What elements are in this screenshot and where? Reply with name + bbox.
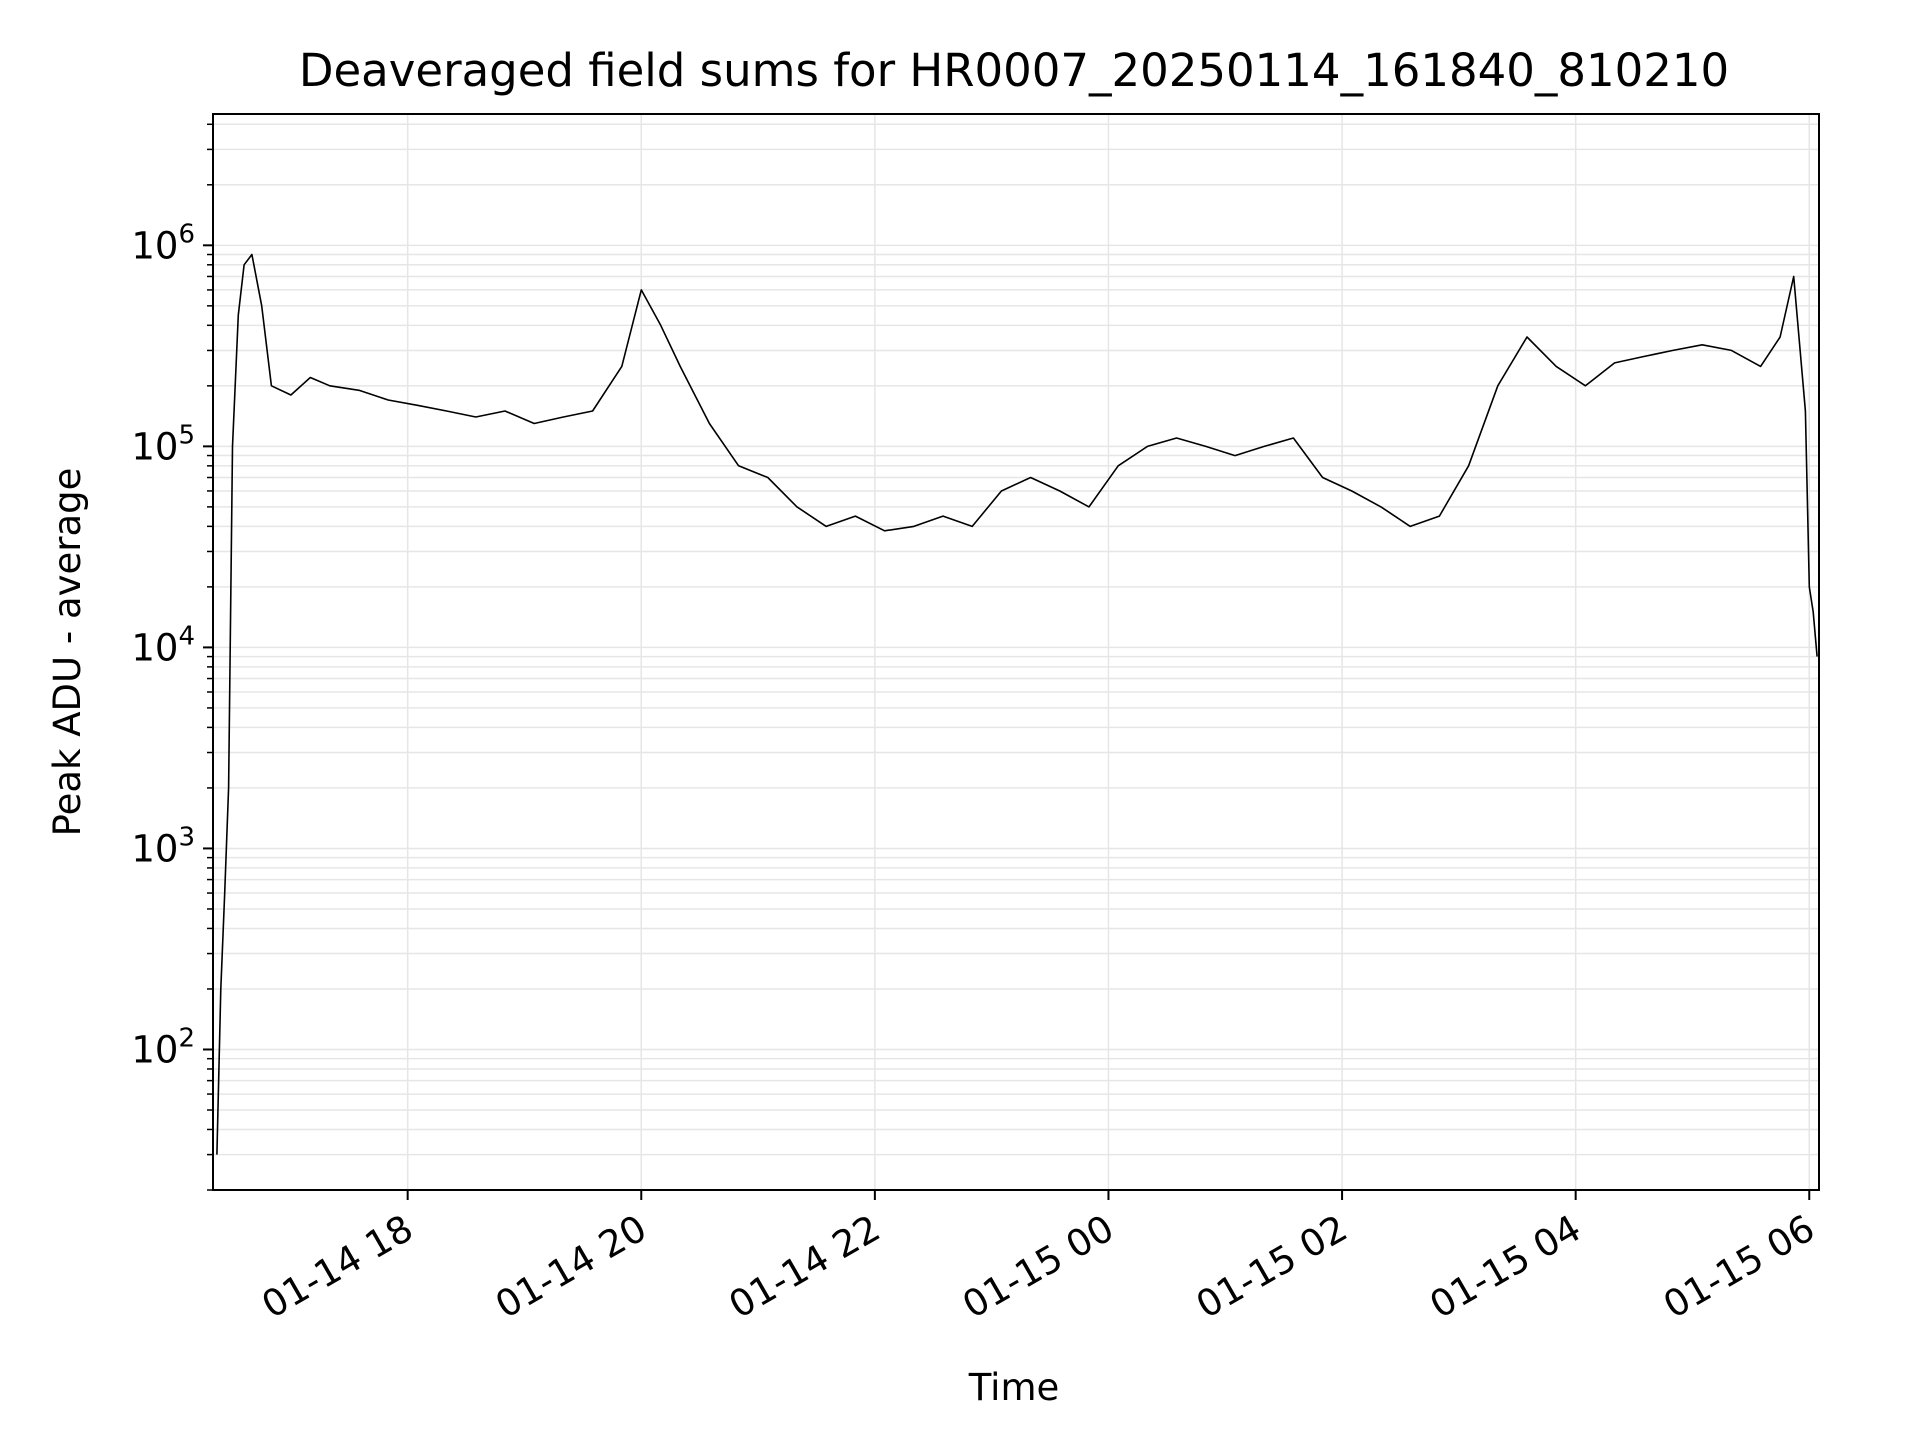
y-tick-label-base: 10 (131, 626, 178, 669)
y-tick-label: 103 (131, 822, 195, 870)
x-axis-label: Time (968, 1366, 1060, 1409)
y-tick-label-base: 10 (131, 1028, 178, 1071)
y-tick-label: 104 (131, 621, 195, 669)
y-tick-label: 105 (131, 420, 195, 468)
y-tick-label-exponent: 2 (178, 1023, 195, 1053)
y-axis-label: Peak ADU - average (46, 468, 89, 837)
y-tick-label-exponent: 3 (178, 822, 195, 852)
y-tick-label: 102 (131, 1023, 195, 1071)
chart-title: Deaveraged field sums for HR0007_2025011… (299, 44, 1729, 97)
grid (213, 114, 1819, 1191)
y-tick-label: 106 (131, 219, 195, 267)
y-tick-label-base: 10 (131, 827, 178, 870)
y-tick-label-base: 10 (131, 224, 178, 267)
y-tick-label-base: 10 (131, 425, 178, 468)
y-tick-label-exponent: 5 (178, 420, 195, 450)
plot-frame (212, 113, 1820, 1191)
series-line (216, 253, 1818, 1155)
y-tick-label-exponent: 4 (178, 621, 195, 651)
y-tick-label-exponent: 6 (178, 219, 195, 249)
series-layer (216, 253, 1818, 1155)
